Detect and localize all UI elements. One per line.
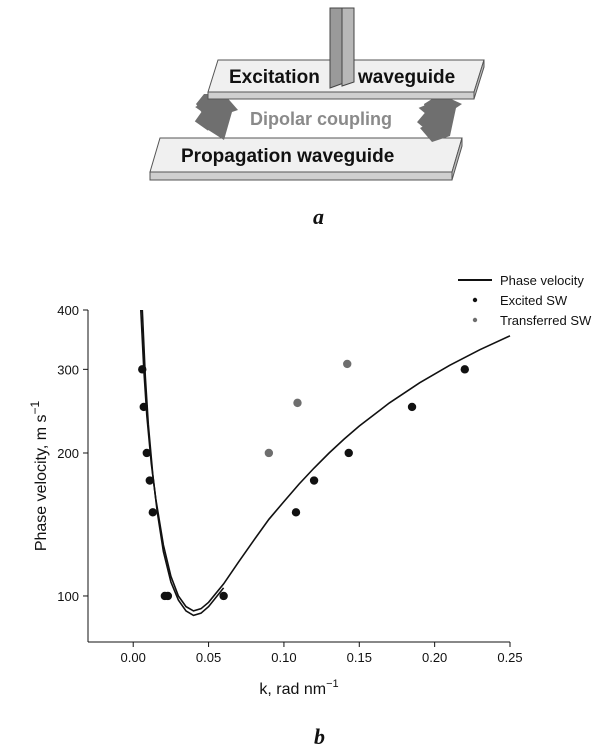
y-tick-label: 100 <box>57 589 79 604</box>
phase-velocity-curve-2 <box>141 309 225 617</box>
x-axis-label: k, rad nm−1 <box>259 678 338 698</box>
excited-sw-point <box>139 402 148 412</box>
legend-transferred-marker <box>472 317 478 323</box>
chart-points <box>138 359 469 601</box>
panel-label-b: b <box>314 724 325 749</box>
propagation-waveguide-side <box>451 137 463 181</box>
excited-sw-point <box>460 365 469 374</box>
chart-curves <box>140 309 511 617</box>
panel-label-a: a <box>313 204 324 229</box>
transferred-sw-point <box>264 448 274 458</box>
phase-velocity-curve-1 <box>140 309 511 612</box>
legend-excited-marker <box>472 297 478 303</box>
plot-area <box>88 310 510 642</box>
x-tick-label: 0.00 <box>121 650 146 665</box>
excited-sw-point <box>407 402 417 412</box>
excited-sw-point <box>145 476 154 485</box>
x-tick-label: 0.05 <box>196 650 221 665</box>
dipolar-coupling-label: Dipolar coupling <box>250 109 392 129</box>
excitation-label: Excitation <box>229 67 320 88</box>
excited-sw-point <box>219 591 228 601</box>
x-tick-label: 0.10 <box>271 650 296 665</box>
chart-axes: 0.00 0.05 0.10 0.15 0.20 0.25 100 200 300 400 <box>57 303 522 665</box>
legend-entry: Transferred SW <box>500 313 592 328</box>
transferred-sw-point <box>293 398 302 408</box>
y-tick-label: 200 <box>57 446 79 461</box>
excited-sw-point <box>138 365 147 374</box>
excitation-waveguide-side <box>473 59 485 100</box>
excited-sw-point <box>291 508 301 517</box>
excitation-label-waveguide: waveguide <box>357 67 455 88</box>
coupling-arrow-left-body <box>196 94 238 140</box>
y-axis-label: Phase velocity, m s−1 <box>28 401 50 552</box>
excited-sw-point <box>148 508 158 517</box>
x-tick-label: 0.15 <box>347 650 372 665</box>
x-tick-label: 0.25 <box>497 650 522 665</box>
excited-sw-point <box>344 448 353 458</box>
waveguide-schematic: Excitation waveguide Dipolar coupling Pr… <box>149 7 485 181</box>
chart-legend: Phase velocity Excited SW Transferred SW <box>452 266 612 330</box>
coupling-arrow-right-body <box>420 94 462 142</box>
excited-sw-point <box>309 476 319 485</box>
propagation-label: Propagation waveguide <box>181 146 394 167</box>
legend-entry: Excited SW <box>500 293 568 308</box>
legend-box <box>452 266 612 330</box>
phase-velocity-chart: 0.00 0.05 0.10 0.15 0.20 0.25 100 200 300 400 Pha… <box>28 266 612 698</box>
propagation-waveguide-front <box>149 171 453 181</box>
antenna-face <box>341 7 355 87</box>
excitation-waveguide-front <box>207 91 475 100</box>
y-tick-label: 400 <box>57 303 79 318</box>
y-tick-label: 300 <box>57 362 79 377</box>
x-tick-label: 0.20 <box>422 650 447 665</box>
legend-entry: Phase velocity <box>500 273 584 288</box>
excited-sw-point <box>142 448 151 458</box>
excited-sw-point <box>163 591 173 601</box>
transferred-sw-point <box>343 359 352 369</box>
